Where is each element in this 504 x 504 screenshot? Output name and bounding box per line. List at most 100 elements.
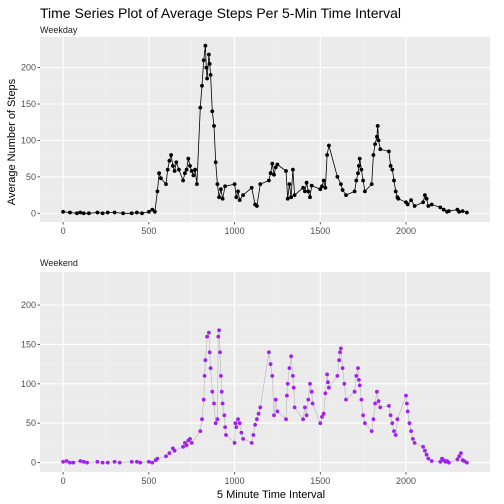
data-point-weekend [223, 425, 228, 429]
data-point-weekday [369, 182, 374, 187]
data-point-weekday [424, 196, 429, 201]
data-point-weekday [441, 207, 446, 212]
data-point-weekend [61, 459, 65, 464]
data-point-weekday [184, 167, 189, 172]
data-point-weekend [357, 383, 362, 388]
data-point-weekday [375, 134, 379, 139]
data-point-weekend [258, 405, 263, 410]
data-point-weekend [105, 460, 110, 465]
data-point-weekday [412, 204, 417, 208]
data-point-weekend [167, 451, 172, 455]
x-tick-label: 0 [61, 226, 66, 236]
panel-strip-label: Weekday [40, 25, 78, 35]
data-point-weekend [253, 422, 257, 427]
data-point-weekend [438, 459, 443, 464]
data-point-weekday [325, 153, 329, 157]
data-point-weekend [112, 459, 117, 464]
data-point-weekend [201, 397, 206, 402]
data-point-weekend [337, 358, 341, 363]
data-point-weekday [232, 182, 237, 187]
data-point-weekday [174, 160, 179, 165]
data-point-weekend [375, 389, 379, 394]
data-point-weekend [236, 417, 240, 422]
data-point-weekday [357, 156, 362, 161]
data-point-weekend [363, 421, 367, 426]
data-point-weekday [150, 207, 155, 212]
data-point-weekend [407, 421, 412, 426]
data-point-weekend [138, 460, 143, 465]
data-point-weekend [424, 452, 429, 457]
data-point-weekend [323, 391, 328, 396]
data-point-weekend [213, 421, 218, 426]
data-point-weekend [198, 429, 203, 433]
data-point-weekday [392, 178, 396, 183]
y-tick-label: 200 [21, 63, 36, 73]
data-point-weekday [275, 162, 280, 167]
data-point-weekday [359, 167, 364, 172]
data-point-weekend [327, 385, 331, 390]
data-point-weekend [412, 441, 417, 445]
data-point-weekend [359, 397, 364, 402]
data-point-weekend [135, 459, 139, 464]
data-point-weekday [200, 83, 204, 88]
data-point-weekday [306, 189, 311, 194]
data-point-weekday [147, 209, 151, 214]
data-point-weekday [195, 182, 199, 187]
data-point-weekend [455, 457, 460, 462]
data-point-weekend [291, 374, 295, 378]
data-point-weekend [304, 413, 309, 418]
data-point-weekend [339, 346, 343, 351]
data-point-weekend [392, 429, 396, 433]
data-point-weekend [292, 405, 297, 410]
data-point-weekend [184, 443, 189, 448]
data-point-weekday [405, 202, 410, 207]
data-point-weekend [219, 389, 224, 394]
y-tick-label: 0 [31, 458, 36, 468]
data-point-weekday [212, 124, 216, 128]
panel-background [40, 37, 490, 222]
data-point-weekday [457, 209, 461, 214]
data-point-weekend [181, 444, 186, 449]
data-point-weekend [256, 411, 261, 416]
data-point-weekend [164, 454, 168, 459]
data-point-weekend [376, 399, 381, 403]
data-point-weekend [285, 381, 290, 386]
x-tick-label: 1500 [310, 226, 330, 236]
data-point-weekday [78, 210, 83, 215]
data-point-weekday [363, 189, 367, 194]
data-point-weekend [335, 374, 340, 378]
data-point-weekend [378, 405, 383, 410]
data-point-weekend [233, 421, 238, 426]
data-point-weekend [232, 441, 237, 445]
data-point-weekend [273, 397, 278, 402]
data-point-weekday [81, 211, 86, 216]
data-point-weekend [117, 460, 122, 465]
data-point-weekday [155, 189, 160, 194]
data-point-weekend [369, 429, 374, 433]
data-point-weekday [172, 169, 177, 173]
y-tick-label: 100 [21, 135, 36, 145]
data-point-weekday [375, 124, 380, 128]
data-point-weekday [207, 52, 211, 57]
data-point-weekday [321, 178, 326, 183]
data-point-weekend [81, 459, 86, 464]
data-point-weekday [215, 182, 220, 187]
data-point-weekday [153, 209, 157, 214]
data-point-weekend [78, 459, 83, 463]
data-point-weekend [390, 421, 395, 426]
data-point-weekend [202, 374, 207, 378]
data-point-weekday [268, 171, 273, 176]
data-point-weekend [356, 366, 360, 370]
data-point-weekday [421, 200, 425, 205]
data-point-weekend [255, 417, 259, 422]
data-point-weekday [191, 173, 196, 178]
data-point-weekend [85, 460, 89, 465]
data-point-weekend [457, 454, 461, 459]
data-point-weekday [236, 189, 240, 194]
data-point-weekday [219, 187, 223, 192]
data-point-weekday [438, 205, 443, 210]
data-point-weekday [255, 204, 259, 208]
data-point-weekend [291, 385, 296, 390]
